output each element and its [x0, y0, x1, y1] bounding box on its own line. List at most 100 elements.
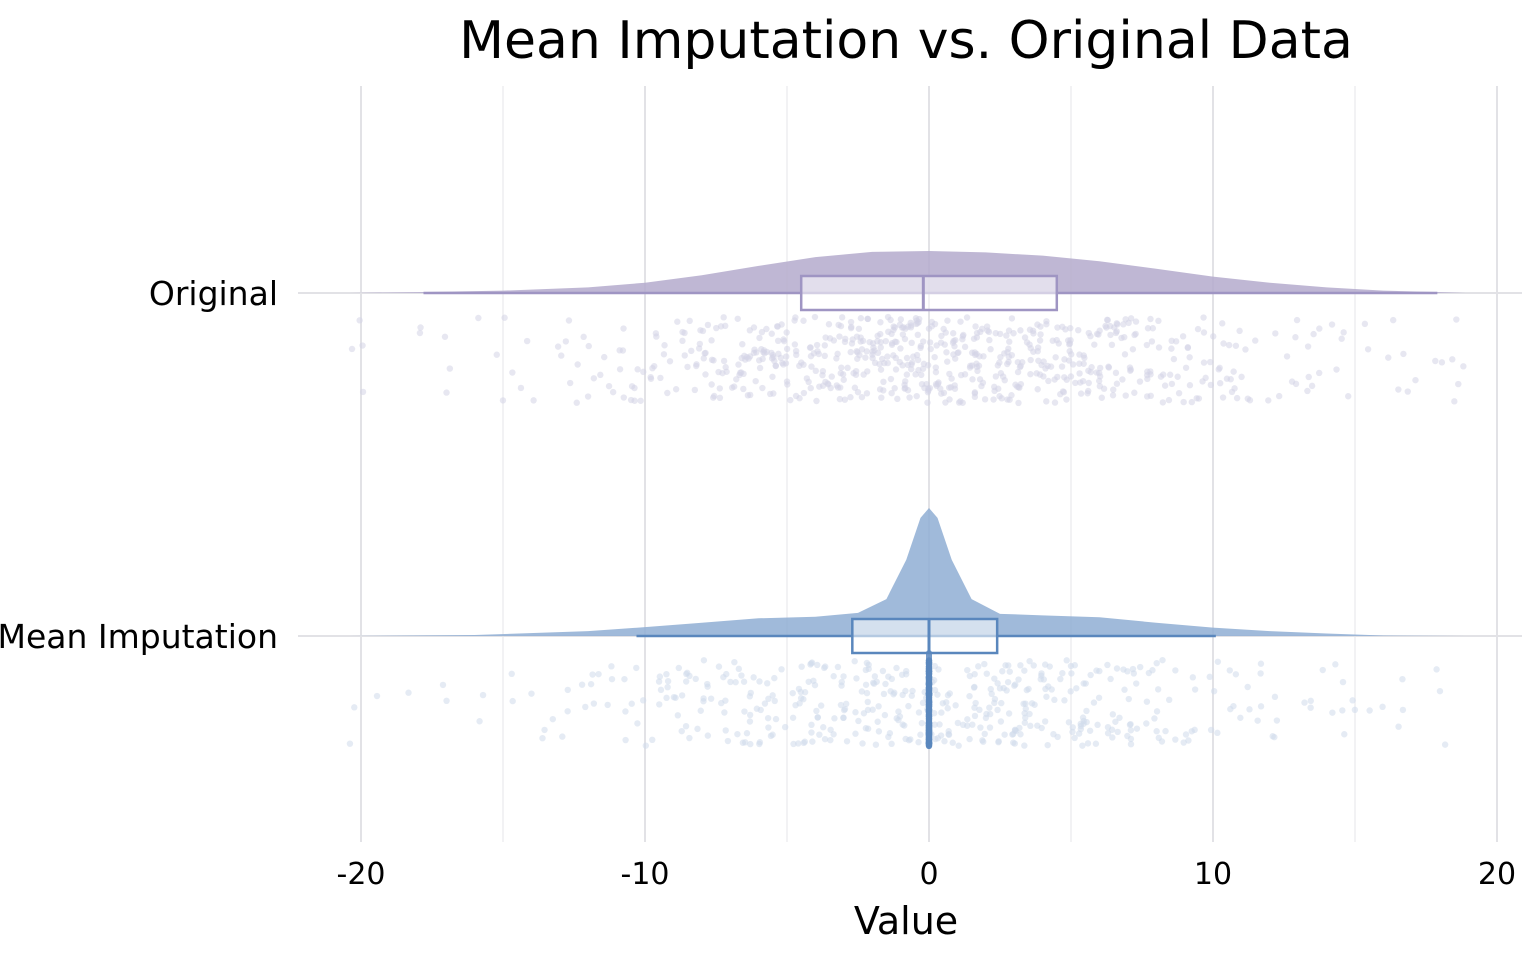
- data-point: [750, 674, 757, 681]
- data-point: [604, 701, 611, 709]
- data-point: [1079, 377, 1087, 385]
- data-point: [882, 337, 890, 345]
- data-point: [780, 361, 787, 368]
- data-point: [1069, 361, 1077, 368]
- data-point: [1136, 378, 1144, 385]
- data-point: [1030, 662, 1037, 669]
- data-point: [996, 685, 1004, 692]
- data-point: [1025, 685, 1032, 693]
- data-point: [948, 375, 955, 382]
- data-point: [764, 680, 771, 687]
- data-point: [1053, 336, 1060, 344]
- data-point: [797, 688, 805, 696]
- data-point: [1126, 721, 1134, 729]
- data-point: [1207, 726, 1215, 734]
- data-point: [523, 337, 531, 345]
- data-point: [901, 722, 908, 729]
- data-point: [869, 706, 876, 713]
- data-point: [1119, 376, 1126, 383]
- density-cloud: [349, 508, 1466, 636]
- data-point: [1059, 323, 1066, 331]
- data-point: [875, 728, 883, 735]
- data-point: [1451, 398, 1458, 405]
- data-point: [1066, 341, 1073, 348]
- data-point: [1236, 327, 1243, 335]
- data-point: [1125, 319, 1132, 327]
- axes: -20 -10 0 10 20 Original Mean Imputation: [0, 274, 1516, 892]
- data-point: [944, 358, 951, 365]
- data-point: [595, 670, 602, 678]
- data-point: [938, 709, 945, 716]
- data-point: [1155, 734, 1162, 742]
- data-point: [830, 731, 837, 738]
- data-point: [972, 323, 979, 330]
- x-tick-label: -20: [337, 857, 386, 892]
- data-point: [928, 318, 936, 326]
- iqr-box: [799, 274, 1059, 312]
- data-point: [1339, 678, 1347, 686]
- data-point: [820, 724, 827, 731]
- data-point: [884, 359, 891, 367]
- data-point: [1316, 325, 1323, 332]
- data-point: [1077, 720, 1084, 727]
- data-point: [1307, 697, 1314, 705]
- data-point: [941, 738, 948, 745]
- data-point: [1329, 709, 1336, 716]
- y-category-label: Original: [149, 274, 278, 313]
- data-point: [950, 351, 957, 358]
- data-point: [874, 349, 882, 357]
- data-point: [1090, 699, 1098, 706]
- data-point: [839, 371, 847, 378]
- data-point: [862, 681, 870, 688]
- data-point: [763, 348, 771, 356]
- data-point: [713, 324, 720, 332]
- data-point: [925, 325, 933, 332]
- data-point: [955, 742, 962, 749]
- data-point: [841, 705, 849, 713]
- data-point: [700, 355, 707, 362]
- data-point: [771, 697, 778, 705]
- data-point: [778, 666, 785, 673]
- data-point: [1199, 378, 1206, 385]
- data-point: [995, 738, 1002, 745]
- data-point: [1148, 338, 1156, 345]
- data-point: [1185, 737, 1192, 744]
- data-point: [1143, 393, 1151, 400]
- data-point: [1094, 721, 1101, 729]
- data-point: [1188, 728, 1195, 735]
- data-point: [800, 739, 807, 747]
- data-point: [609, 388, 617, 396]
- data-point: [727, 678, 734, 686]
- data-point: [1180, 398, 1187, 406]
- data-point: [704, 680, 711, 688]
- data-point: [1308, 382, 1316, 390]
- data-point: [700, 657, 708, 664]
- data-point: [1189, 674, 1197, 681]
- data-point: [1058, 363, 1066, 370]
- data-point: [987, 685, 994, 693]
- data-point: [616, 347, 623, 354]
- data-point: [746, 327, 754, 334]
- data-point: [902, 687, 909, 695]
- data-point: [708, 381, 715, 388]
- data-point: [1076, 370, 1083, 377]
- data-point: [885, 673, 892, 680]
- data-point: [843, 700, 850, 708]
- data-point: [405, 689, 412, 696]
- data-point: [1305, 373, 1312, 381]
- data-point: [1073, 685, 1080, 692]
- data-point: [1001, 731, 1008, 738]
- data-point: [1232, 671, 1240, 678]
- data-point: [816, 383, 823, 390]
- data-point: [871, 359, 879, 367]
- data-point: [1065, 357, 1073, 364]
- data-point: [946, 384, 953, 391]
- data-point: [853, 675, 860, 682]
- data-point: [549, 715, 556, 723]
- data-point: [1159, 656, 1166, 664]
- data-point: [1232, 342, 1240, 349]
- data-point: [1021, 334, 1029, 341]
- data-point: [990, 396, 997, 403]
- data-point: [795, 740, 802, 747]
- data-point: [1338, 335, 1345, 342]
